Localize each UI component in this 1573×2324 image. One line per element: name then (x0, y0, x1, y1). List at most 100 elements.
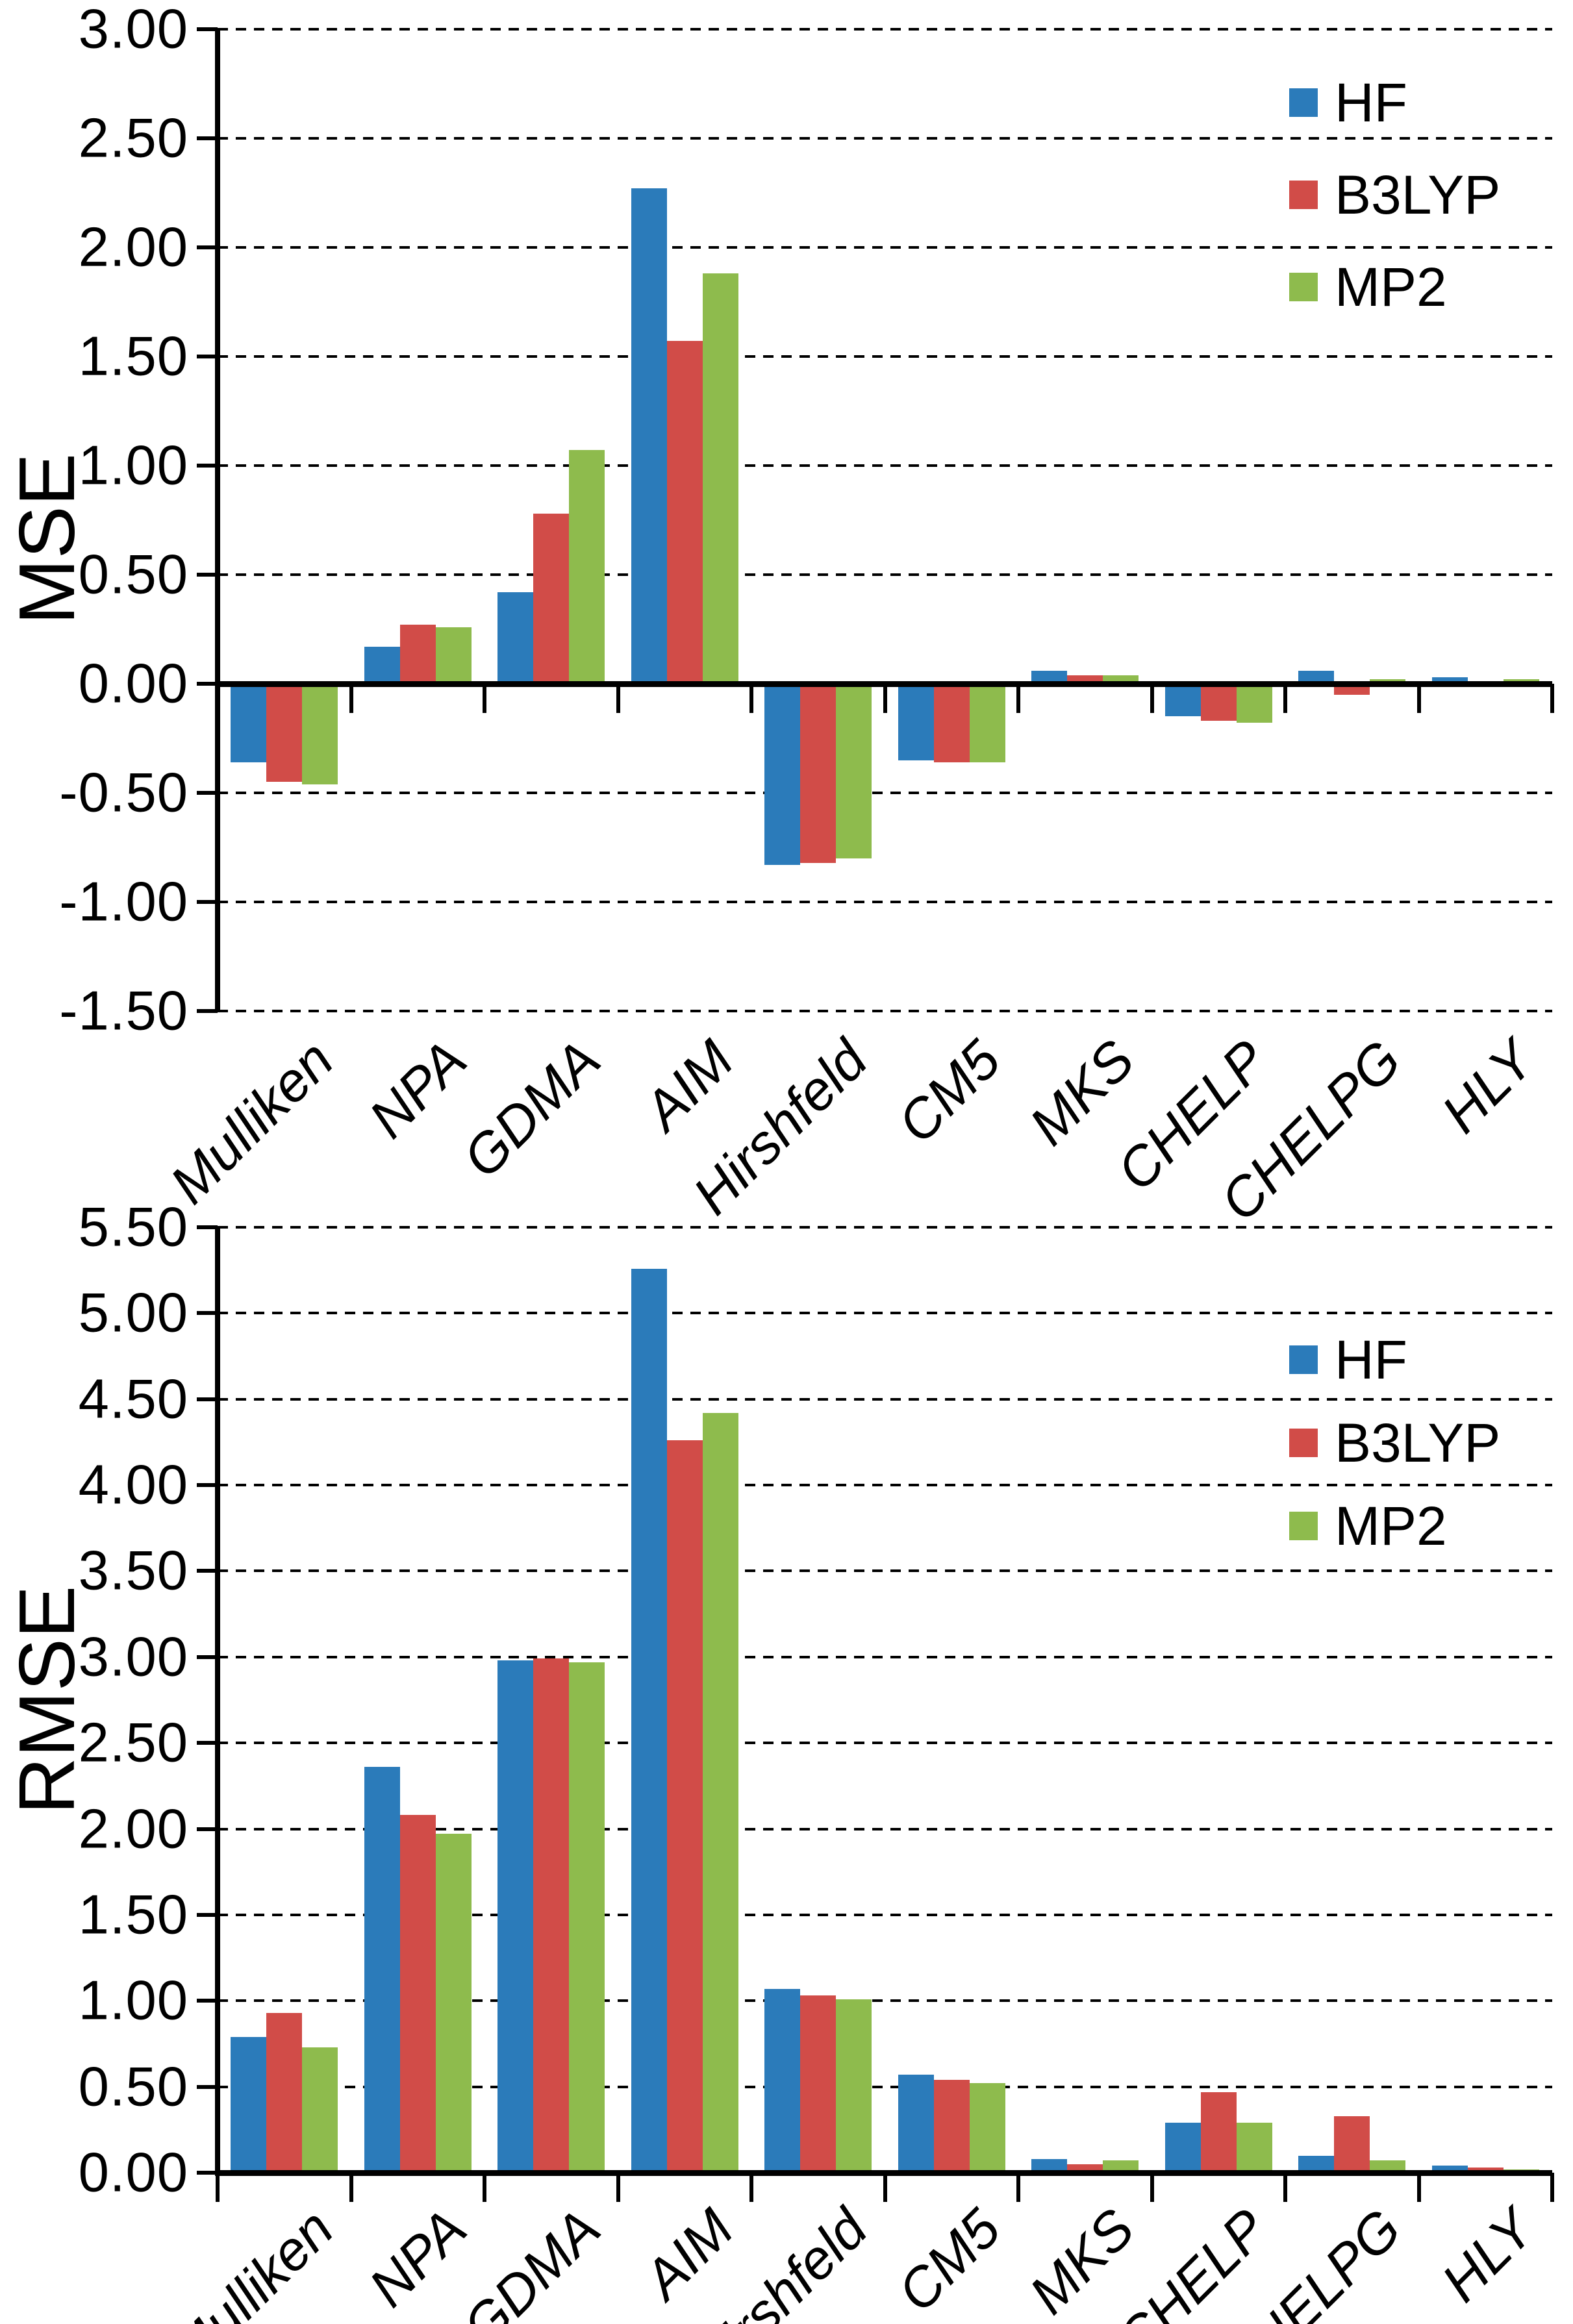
y-tick-label--1.00: -1.00 (59, 871, 188, 933)
bar-rmse-mks-mp2 (1103, 2160, 1139, 2173)
bar-mse-hirshfeld-mp2 (836, 684, 872, 858)
y-tick-mark-0.00 (197, 2171, 218, 2175)
x-tick-mark-2 (483, 2173, 486, 2202)
bar-mse-chelp-mp2 (1236, 684, 1272, 723)
x-tick-mark-10 (1550, 2173, 1554, 2202)
x-tick-mark-0 (216, 2173, 220, 2202)
legend-item-mp2: MP2 (1289, 260, 1447, 314)
y-tick-mark-2.00 (197, 1827, 218, 1831)
x-tick-mark-4 (749, 684, 753, 713)
y-tick-label-0.50: 0.50 (78, 2056, 188, 2118)
legend-label-mp2: MP2 (1335, 1495, 1447, 1556)
y-tick-label-0.50: 0.50 (78, 544, 188, 606)
legend-item-mp2: MP2 (1289, 1499, 1447, 1553)
y-tick-mark-3.00 (197, 1655, 218, 1659)
y-tick-label-2.00: 2.00 (78, 1798, 188, 1860)
y-tick-label-1.00: 1.00 (78, 434, 188, 497)
bar-rmse-cm5-b3lyp (933, 2080, 970, 2173)
y-tick-label-4.00: 4.00 (78, 1454, 188, 1516)
y-tick-mark-4.50 (197, 1397, 218, 1401)
y-tick-label-4.50: 4.50 (78, 1368, 188, 1431)
gridline--1.00 (218, 901, 1552, 903)
legend-swatch-hf (1289, 1345, 1318, 1374)
y-tick-label-2.00: 2.00 (78, 216, 188, 279)
bar-rmse-aim-mp2 (702, 1412, 738, 2173)
bar-rmse-chelp-mp2 (1236, 2123, 1272, 2173)
y-tick-mark--0.50 (197, 791, 218, 795)
bar-rmse-npa-hf (364, 1767, 400, 2173)
gridline-3.00 (218, 1655, 1552, 1658)
y-tick-label-2.50: 2.50 (78, 1712, 188, 1774)
bar-rmse-hirshfeld-mp2 (836, 1999, 872, 2173)
x-category-label-mulliken: Mulliken (158, 2197, 346, 2324)
bar-mse-gdma-hf (497, 592, 534, 684)
bar-mse-mks-hf (1031, 670, 1068, 684)
bar-mse-aim-b3lyp (666, 341, 703, 684)
y-tick-label-3.00: 3.00 (78, 1626, 188, 1688)
bar-mse-npa-mp2 (435, 627, 472, 684)
y-tick-label-1.50: 1.50 (78, 325, 188, 388)
y-tick-mark--1.00 (197, 900, 218, 904)
x-tick-mark-8 (1283, 684, 1287, 713)
bar-rmse-aim-b3lyp (666, 1440, 703, 2173)
bar-rmse-gdma-b3lyp (533, 1658, 570, 2173)
bar-mse-npa-b3lyp (399, 625, 436, 684)
x-tick-mark-7 (1150, 684, 1154, 713)
gridline-5.50 (218, 1226, 1552, 1229)
gridline-4.00 (218, 1484, 1552, 1487)
legend-swatch-b3lyp (1289, 181, 1318, 209)
bar-rmse-cm5-mp2 (969, 2083, 1005, 2173)
legend-swatch-b3lyp (1289, 1429, 1318, 1457)
y-tick-label-5.00: 5.00 (78, 1282, 188, 1344)
y-axis-line (215, 29, 220, 1011)
gridline-5.00 (218, 1312, 1552, 1315)
y-axis-title-rmse: RMSE (3, 1585, 91, 1815)
bar-rmse-hirshfeld-hf (764, 1988, 801, 2173)
y-tick-label-1.50: 1.50 (78, 1884, 188, 1946)
bar-mse-gdma-b3lyp (533, 513, 570, 684)
bar-rmse-mulliken-mp2 (302, 2047, 338, 2173)
bar-mse-aim-hf (631, 188, 667, 684)
bar-rmse-npa-b3lyp (399, 1815, 436, 2173)
bar-mse-hirshfeld-hf (764, 684, 801, 865)
gridline-3.50 (218, 1569, 1552, 1573)
x-tick-mark-5 (883, 684, 887, 713)
bar-rmse-chelp-b3lyp (1200, 2092, 1237, 2173)
y-tick-label--0.50: -0.50 (59, 762, 188, 824)
legend-swatch-mp2 (1289, 273, 1318, 301)
y-tick-mark-4.00 (197, 1483, 218, 1488)
legend-item-hf: HF (1289, 1332, 1407, 1387)
bar-mse-cm5-mp2 (969, 684, 1005, 762)
x-tick-mark-4 (749, 2173, 753, 2202)
x-tick-mark-5 (883, 2173, 887, 2202)
bar-rmse-chelp-hf (1164, 2123, 1201, 2173)
y-tick-mark-2.00 (197, 245, 218, 249)
legend-item-b3lyp: B3LYP (1289, 168, 1500, 222)
legend-label-b3lyp: B3LYP (1335, 1412, 1501, 1473)
legend-label-hf: HF (1335, 1329, 1407, 1390)
legend-item-b3lyp: B3LYP (1289, 1416, 1500, 1470)
legend-item-hf: HF (1289, 75, 1407, 130)
bar-mse-chelpg-hf (1298, 670, 1335, 684)
bar-rmse-mulliken-hf (231, 2036, 267, 2173)
x-tick-mark-9 (1416, 684, 1421, 713)
y-tick-label-0.00: 0.00 (78, 2142, 188, 2204)
bar-rmse-chelpg-mp2 (1370, 2160, 1406, 2173)
y-tick-label-3.50: 3.50 (78, 1540, 188, 1602)
bar-mse-hirshfeld-b3lyp (800, 684, 837, 863)
bar-mse-mulliken-b3lyp (266, 684, 303, 782)
bar-rmse-aim-hf (631, 1268, 667, 2173)
bar-rmse-hly-hf (1431, 2166, 1468, 2173)
bar-mse-gdma-mp2 (569, 450, 605, 684)
y-tick-mark-3.00 (197, 27, 218, 31)
bar-rmse-mks-hf (1031, 2158, 1068, 2173)
bar-rmse-npa-mp2 (435, 1834, 472, 2173)
y-tick-mark-3.50 (197, 1569, 218, 1573)
y-tick-label-1.00: 1.00 (78, 1969, 188, 2032)
gridline-0.50 (218, 573, 1552, 576)
bar-rmse-gdma-mp2 (569, 1662, 605, 2173)
y-axis-line (215, 1227, 220, 2173)
x-tick-mark-3 (616, 2173, 620, 2202)
x-tick-mark-10 (1550, 684, 1554, 713)
legend-label-b3lyp: B3LYP (1335, 164, 1501, 225)
